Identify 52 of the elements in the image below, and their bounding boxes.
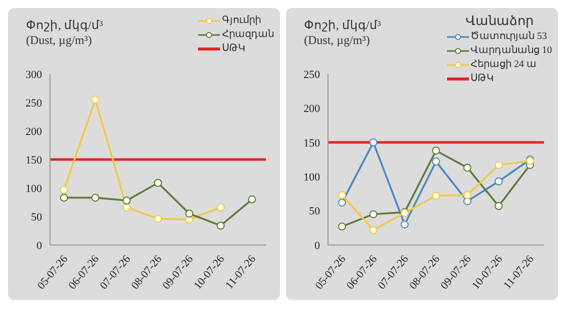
point [338, 222, 346, 231]
point [369, 138, 378, 146]
point [216, 203, 225, 212]
point [463, 164, 472, 172]
y-tick-label: 0 [36, 240, 42, 252]
y-tick-label: 150 [304, 137, 320, 150]
legend-label: Գյումրի [222, 14, 261, 28]
legend-label: Վարդանանց 10 [470, 44, 552, 58]
point [338, 198, 346, 207]
y-tick-label: 200 [304, 103, 320, 116]
y-tick-label: 0 [314, 240, 320, 252]
y-tick-label: 150 [26, 154, 42, 166]
y-tick-label: 300 [26, 68, 42, 81]
legend-label: ՍԹԿ [470, 72, 494, 86]
point [369, 210, 378, 218]
point [154, 178, 162, 187]
point [60, 194, 68, 202]
legend-title: Վանաձոր [464, 13, 534, 28]
chart-title: Փոշի, մկգ/մ³ [304, 18, 381, 33]
point [91, 96, 100, 104]
y-tick-label: 50 [31, 211, 42, 224]
point [432, 192, 440, 200]
point [494, 202, 503, 210]
point [369, 226, 378, 234]
y-tick-label: 250 [304, 68, 320, 81]
chart-subtitle: (Dust, µg/m³) [304, 33, 371, 48]
point [122, 203, 131, 212]
point [248, 195, 256, 204]
y-tick-label: 50 [309, 206, 320, 218]
point [91, 194, 100, 202]
legend-label: Ծատուրյան 53 [470, 30, 547, 44]
point [122, 196, 131, 205]
y-tick-label: 200 [26, 126, 42, 138]
point [154, 214, 162, 223]
y-tick-label: 100 [304, 172, 320, 184]
point [494, 177, 503, 186]
point [185, 210, 194, 218]
point [463, 191, 472, 200]
y-tick-label: 100 [26, 182, 42, 195]
chart-title: Փոշի, մկգ/մ³ [26, 18, 103, 33]
y-tick-label: 250 [26, 97, 42, 110]
point [60, 186, 68, 194]
legend-label: Հերացի 24 ա [470, 58, 536, 72]
legend-label: ՍԹԿ [222, 42, 245, 56]
point [400, 220, 409, 228]
chart-subtitle: (Dust, µg/m³) [26, 33, 93, 48]
point [432, 158, 440, 166]
point [432, 146, 440, 155]
legend-label: Հրազդան [222, 28, 274, 42]
point [494, 160, 503, 169]
point [338, 191, 346, 200]
point [216, 222, 225, 230]
